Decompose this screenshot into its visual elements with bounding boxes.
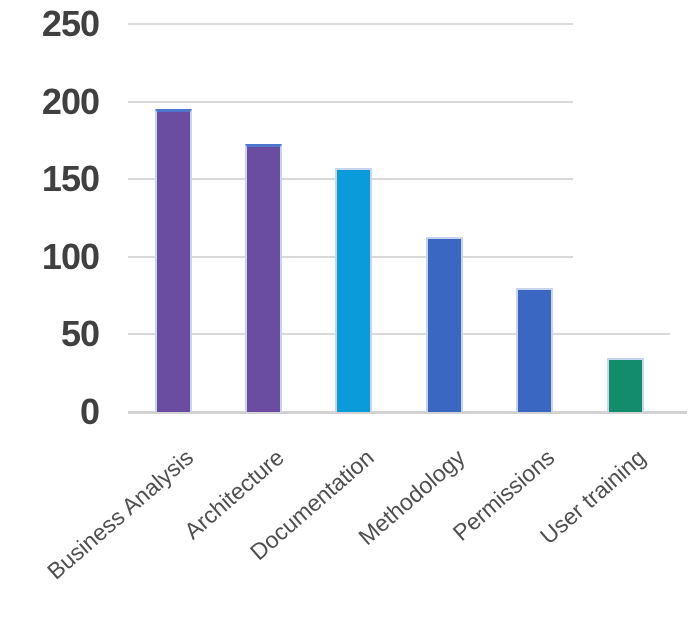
gridline-250: [128, 23, 573, 25]
y-tick-label-200: 200: [41, 80, 100, 122]
bar-permissions: [516, 288, 553, 412]
bar-user-training: [607, 358, 644, 412]
y-tick-label-250: 250: [41, 3, 100, 44]
gridline-200: [128, 100, 573, 103]
bar-architecture: [245, 144, 282, 412]
bar-documentation: [335, 168, 372, 412]
y-tick-label-50: 50: [60, 313, 100, 355]
y-tick-label-100: 100: [41, 235, 100, 277]
x-category-label-business-analysis: Business Analysis: [42, 444, 199, 585]
bar-methodology: [426, 237, 463, 412]
gridline-50: [128, 333, 670, 336]
y-tick-label-0: 0: [79, 391, 100, 432]
x-axis-line: [128, 411, 687, 414]
y-tick-label-150: 150: [41, 158, 100, 200]
bar-business-analysis: [155, 109, 192, 412]
